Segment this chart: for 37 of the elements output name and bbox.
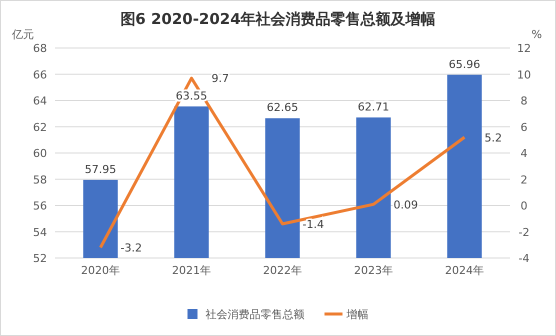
y2-axis-title: %: [532, 28, 542, 41]
y-tick-label: 66: [33, 68, 47, 82]
y-tick-label: 64: [33, 94, 47, 108]
y2-tick-label: 12: [517, 42, 531, 55]
x-tick-label: 2024年: [445, 264, 484, 277]
x-tick-label: 2022年: [263, 264, 302, 277]
data-label: 65.96: [448, 58, 480, 71]
y2-tick-label: 6: [520, 120, 528, 134]
y-tick-label: 60: [33, 147, 47, 160]
x-tick-label: 2023年: [354, 264, 393, 277]
x-tick-label: 2021年: [172, 264, 211, 277]
y-tick-label: 56: [33, 200, 47, 212]
y2-tick-label: -2: [518, 226, 530, 239]
y2-tick-label: -4: [518, 252, 530, 265]
data-label: 0.09: [394, 198, 418, 212]
chart-title: 图6 2020-2024年社会消费品零售总额及增幅: [120, 10, 436, 28]
data-label: 5.2: [484, 131, 502, 144]
y-tick-label: 62: [33, 120, 47, 134]
y2-tick-label: 10: [517, 68, 531, 82]
y-tick-label: 68: [33, 42, 47, 55]
y2-tick-label: 0: [520, 200, 528, 212]
x-tick-label: 2020年: [81, 264, 120, 277]
data-label: 62.65: [266, 101, 298, 114]
legend-label: 增幅: [346, 308, 368, 321]
y-tick-label: 52: [33, 252, 47, 265]
y2-tick-label: 4: [520, 147, 528, 160]
y-tick-label: 58: [33, 173, 47, 186]
data-label: -1.4: [302, 218, 324, 231]
data-label: 9.7: [212, 72, 229, 86]
y-tick-label: 54: [33, 226, 47, 239]
y2-tick-label: 8: [520, 94, 528, 108]
y-axis-title: 亿元: [11, 28, 34, 41]
y2-tick-label: 2: [520, 173, 528, 186]
data-label: -3.2: [120, 242, 142, 254]
data-label: 57.95: [84, 162, 116, 176]
data-label: 62.71: [358, 100, 390, 114]
legend-label: 社会消费品零售总额: [206, 308, 304, 321]
